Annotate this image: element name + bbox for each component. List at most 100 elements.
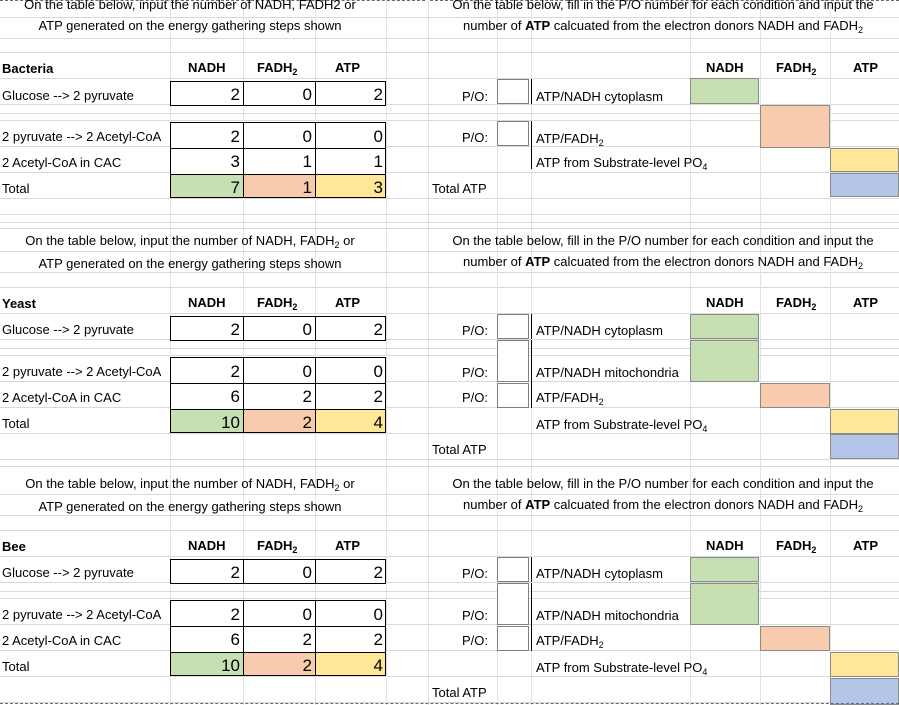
po-input-cytoplasm[interactable] [497,79,529,104]
nadh-atp-input[interactable] [690,78,759,104]
nadh-header: NADH [188,60,226,75]
gridline [0,355,899,356]
nadh-total[interactable]: 7 [230,178,240,197]
gridline [0,104,899,105]
atp-value[interactable]: 0 [373,127,383,146]
nadh-header: NADH [706,538,744,553]
total-atp-input[interactable] [830,678,899,705]
page-break-line [430,0,899,2]
nadh-mito-atp-input[interactable] [690,583,759,625]
atp-value[interactable]: 2 [373,320,383,339]
atp-substrate-label: ATP from Substrate-level PO4 [536,417,708,434]
gridline [0,494,899,495]
gridline [0,52,899,53]
fadh-value[interactable]: 2 [302,630,312,649]
nadh-value[interactable]: 2 [230,362,240,381]
substrate-atp-input[interactable] [830,148,899,172]
fadh-total[interactable]: 1 [302,178,312,197]
fadh-total[interactable]: 2 [302,656,312,675]
po-input-mitochondria[interactable] [497,340,529,382]
gridline [0,582,899,583]
gridline [428,0,429,705]
atp-fadh-label: ATP/FADH2 [536,131,604,148]
atp-value[interactable]: 2 [373,85,383,104]
fadh-value[interactable]: 0 [302,605,312,624]
nadh-value[interactable]: 2 [230,127,240,146]
fadh-atp-input[interactable] [760,626,830,651]
atp-fadh-label: ATP/FADH2 [536,633,604,650]
total-atp-input[interactable] [830,173,899,197]
gridline [0,591,899,592]
atp-value[interactable]: 1 [373,152,383,171]
fadh-atp-input[interactable] [760,105,830,148]
nadh-value[interactable]: 2 [230,85,240,104]
fadh-value[interactable]: 0 [302,563,312,582]
atp-total[interactable]: 3 [373,178,383,197]
atp-value[interactable]: 2 [373,630,383,649]
gridline [0,120,899,121]
fadh-total[interactable]: 2 [302,413,312,432]
nadh-cyto-atp-input[interactable] [690,557,759,582]
instruction-line: ATP generated on the energy gathering st… [38,499,342,514]
cac-label: 2 Acetyl-CoA in CAC [2,390,122,405]
fadh-value[interactable]: 0 [302,320,312,339]
po-label: P/O: [462,633,489,648]
po-input-mitochondria[interactable] [497,583,529,625]
gridline [0,313,899,314]
fadh-value[interactable]: 2 [302,387,312,406]
gridline [0,530,899,531]
atp-total[interactable]: 4 [373,413,383,432]
atp-substrate-label: ATP from Substrate-level PO4 [536,660,708,677]
fadh-header: FADH2 [776,60,817,77]
po-input-cytoplasm[interactable] [497,557,529,582]
fadh-total-cell [244,652,315,675]
atp-value[interactable]: 0 [373,605,383,624]
nadh-total[interactable]: 10 [221,656,240,675]
instruction-line: number of ATP calcuated from the electro… [462,18,864,35]
gridline [0,650,899,651]
nadh-mito-atp-input[interactable] [690,340,759,382]
instruction-line: On the table below, fill in the P/O numb… [452,233,874,248]
fadh-header: FADH2 [257,60,298,77]
fadh-value[interactable]: 1 [302,152,312,171]
glucose-label: Glucose --> 2 pyruvate [2,322,134,337]
substrate-atp-input[interactable] [830,652,899,677]
atp-header: ATP [853,60,879,75]
instruction-line: ATP generated on the energy gathering st… [38,18,342,33]
nadh-value[interactable]: 2 [230,563,240,582]
nadh-cyto-atp-input[interactable] [690,314,759,339]
gridline [0,272,899,273]
nadh-value[interactable]: 3 [230,152,240,171]
organism-label: Bee [2,539,26,554]
fadh-header: FADH2 [257,538,298,555]
fadh-value[interactable]: 0 [302,127,312,146]
gridline [0,598,899,599]
nadh-value[interactable]: 6 [230,387,240,406]
gridline [0,459,899,460]
atp-value[interactable]: 2 [373,387,383,406]
atp-nadh-mitochondria-label: ATP/NADH mitochondria [536,365,679,380]
atp-value[interactable]: 0 [373,362,383,381]
nadh-value[interactable]: 2 [230,605,240,624]
nadh-value[interactable]: 6 [230,630,240,649]
fadh-total-cell [244,174,315,197]
po-input-fadh[interactable] [497,383,529,408]
po-label: P/O: [462,89,489,104]
gridline [0,515,899,516]
atp-total-cell [316,174,385,197]
instruction-line: On the table below, input the number of … [24,0,356,12]
fadh-value[interactable]: 0 [302,85,312,104]
po-input-fadh[interactable] [497,121,529,146]
po-input-cytoplasm[interactable] [497,314,529,339]
total-atp-input[interactable] [830,434,899,459]
fadh-atp-input[interactable] [760,383,830,408]
atp-value[interactable]: 2 [373,563,383,582]
substrate-atp-input[interactable] [830,409,899,434]
fadh-value[interactable]: 0 [302,362,312,381]
glucose-label: Glucose --> 2 pyruvate [2,565,134,580]
total-atp-label: Total ATP [432,685,487,700]
nadh-value[interactable]: 2 [230,320,240,339]
po-input-fadh[interactable] [497,626,529,651]
atp-total[interactable]: 4 [373,656,383,675]
nadh-total[interactable]: 10 [221,413,240,432]
